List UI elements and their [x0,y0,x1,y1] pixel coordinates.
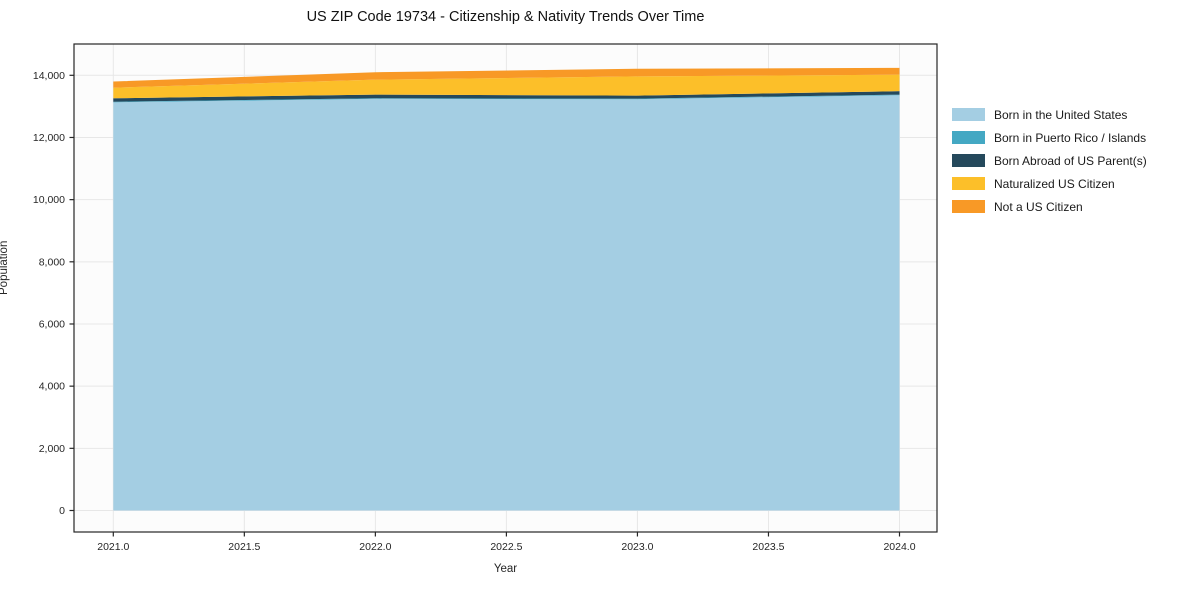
y-axis-label: Population [0,240,10,295]
legend-label: Born Abroad of US Parent(s) [994,153,1147,168]
legend: Born in the United States Born in Puerto… [952,107,1147,214]
chart-title: US ZIP Code 19734 - Citizenship & Nativi… [306,9,705,25]
legend-swatch-born-pr-icon [952,131,985,144]
legend-item-born-us: Born in the United States [952,107,1147,122]
x-tick-label: 2021.5 [228,541,260,553]
legend-item-naturalized: Naturalized US Citizen [952,176,1147,191]
legend-swatch-born-abroad-icon [952,154,985,167]
x-tick-label: 2024.0 [883,541,915,553]
legend-label: Born in Puerto Rico / Islands [994,130,1147,145]
area-series-2 [113,91,900,102]
legend-label: Not a US Citizen [994,199,1083,214]
area-series-3 [113,74,900,99]
plot-border [73,43,938,533]
legend-item-born-pr: Born in Puerto Rico / Islands [952,130,1147,145]
x-tick-label: 2023.5 [752,541,784,553]
legend-swatch-not-citizen-icon [952,200,985,213]
y-tick-label: 10,000 [33,194,65,206]
y-tick-label: 4,000 [39,381,65,393]
x-tick-label: 2023.0 [621,541,653,553]
legend-label: Naturalized US Citizen [994,176,1115,191]
y-tick-label: 8,000 [39,256,65,268]
x-axis-label: Year [493,563,518,575]
x-tick-label: 2021.0 [97,541,129,553]
legend-label: Born in the United States [994,107,1128,122]
area-series-0 [113,95,900,511]
y-tick-label: 6,000 [39,318,65,330]
legend-item-born-abroad: Born Abroad of US Parent(s) [952,153,1147,168]
area-series-4 [113,67,900,88]
x-tick-label: 2022.0 [359,541,391,553]
y-tick-label: 12,000 [33,132,65,144]
x-tick-label: 2022.5 [490,541,522,553]
y-tick-label: 14,000 [33,70,65,82]
y-tick-label: 0 [59,505,65,517]
legend-swatch-born-us-icon [952,108,985,121]
y-tick-label: 2,000 [39,443,65,455]
legend-item-not-citizen: Not a US Citizen [952,199,1147,214]
legend-swatch-naturalized-icon [952,177,985,190]
